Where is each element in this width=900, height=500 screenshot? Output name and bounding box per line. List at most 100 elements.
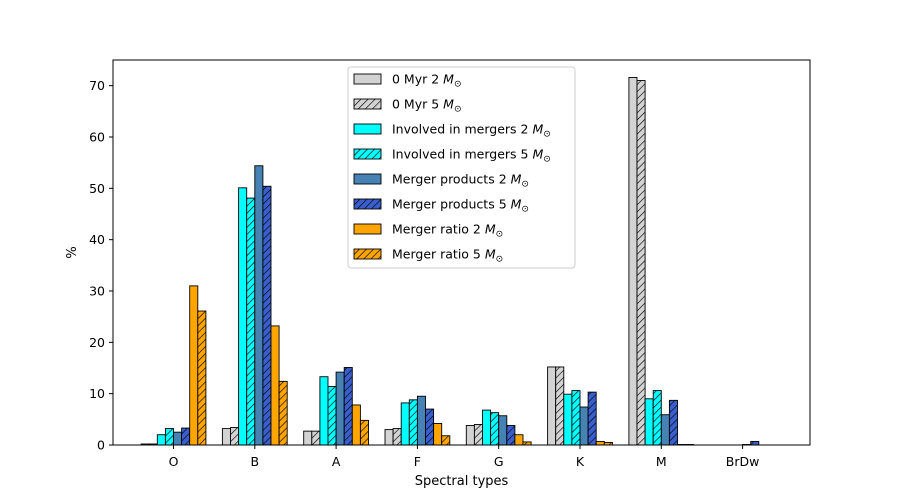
bar [465, 425, 475, 446]
bar [628, 77, 638, 446]
bar-hatch [409, 399, 418, 445]
legend-swatch-hatch [354, 99, 381, 109]
bar [498, 415, 508, 446]
legend-entry: Involved in mergers 2 M⊙ [353, 122, 551, 140]
bar-hatch [750, 441, 759, 445]
bar-hatch [197, 311, 206, 445]
bar-hatch [344, 367, 353, 445]
y-tick-label: 20 [89, 335, 105, 350]
y-axis: 0 10 20 30 40 50 60 70 [89, 78, 113, 453]
bar-hatch [669, 400, 678, 445]
bar [254, 165, 264, 446]
bar [270, 325, 280, 446]
x-axis: O B A F G K M BrDw [169, 445, 760, 469]
bar [433, 422, 443, 446]
legend-swatch [353, 173, 382, 185]
bars-layer [140, 77, 760, 446]
legend-label: Involved in mergers 2 M⊙ [392, 122, 551, 140]
legend-label: Merger products 5 M⊙ [392, 197, 529, 215]
bar [644, 398, 654, 446]
bar-hatch [230, 427, 239, 445]
y-tick-label: 50 [89, 181, 105, 196]
legend-label: Merger products 2 M⊙ [392, 172, 529, 190]
bar [482, 409, 492, 446]
y-tick-label: 70 [89, 78, 105, 93]
legend-label: Involved in mergers 5 M⊙ [392, 147, 551, 165]
series-1 [148, 80, 646, 446]
bar [579, 406, 589, 446]
legend-swatch-hatch [354, 149, 381, 159]
bar [563, 393, 573, 446]
bar [547, 366, 557, 446]
bar [660, 414, 670, 446]
legend-swatch [353, 73, 382, 85]
bar-hatch [637, 80, 646, 446]
bar-hatch [360, 420, 369, 445]
bar-hatch [393, 428, 402, 445]
bar-hatch [653, 390, 662, 445]
x-tick-label: O [169, 454, 179, 469]
legend-entry: Merger ratio 5 M⊙ [353, 247, 503, 265]
legend: 0 Myr 2 M⊙ 0 Myr 5 M⊙ Involved in mergers … [347, 66, 576, 269]
legend-entry: Merger products 2 M⊙ [353, 172, 529, 190]
y-tick-label: 30 [89, 284, 105, 299]
bar [514, 434, 524, 446]
bar-hatch [149, 443, 158, 445]
bar [384, 429, 394, 446]
bar-hatch [474, 424, 483, 445]
legend-entry: Merger ratio 2 M⊙ [353, 222, 503, 240]
x-tick-label: G [494, 454, 504, 469]
bar-hatch [523, 441, 532, 445]
series-7 [197, 310, 695, 446]
bar-hatch [262, 186, 271, 445]
bar-hatch [604, 442, 613, 445]
bar [319, 376, 329, 446]
bar-hatch [490, 412, 499, 445]
bar-hatch [165, 428, 174, 445]
bar [303, 430, 313, 446]
legend-label: Merger ratio 5 M⊙ [392, 247, 503, 265]
x-axis-title: Spectral types [415, 474, 509, 489]
legend-label: 0 Myr 2 M⊙ [392, 72, 462, 90]
x-tick-label: A [332, 454, 341, 469]
bar [335, 371, 345, 446]
y-tick-label: 40 [89, 232, 105, 247]
x-tick-label: BrDw [726, 454, 760, 469]
bar-hatch [441, 435, 450, 445]
bar-hatch [506, 425, 515, 445]
bar [595, 440, 605, 446]
bar-hatch [425, 409, 434, 445]
y-tick-label: 60 [89, 130, 105, 145]
bar-hatch [279, 381, 288, 445]
bar [173, 431, 183, 446]
legend-frame [347, 66, 576, 269]
bar-hatch [328, 386, 337, 445]
bar [400, 402, 410, 446]
legend-label: Merger ratio 2 M⊙ [392, 222, 503, 240]
legend-entry: Involved in mergers 5 M⊙ [353, 147, 551, 165]
bar-hatch [181, 428, 190, 445]
bar [221, 428, 231, 446]
y-tick-label: 0 [97, 438, 105, 453]
bar [351, 404, 361, 446]
legend-swatch [353, 123, 382, 135]
bar-hatch [588, 392, 597, 445]
x-tick-label: F [414, 454, 421, 469]
x-tick-label: K [576, 454, 585, 469]
bar-hatch [571, 390, 580, 445]
plot-frame [112, 59, 811, 446]
legend-swatch-hatch [354, 249, 381, 259]
bar-hatch [555, 366, 564, 445]
bar [238, 187, 248, 446]
legend-swatch [353, 223, 382, 235]
legend-label: 0 Myr 5 M⊙ [392, 97, 462, 115]
bar [416, 395, 426, 446]
bar-hatch [311, 431, 320, 445]
legend-swatch-hatch [354, 199, 381, 209]
bar [189, 285, 199, 446]
legend-entry: 0 Myr 5 M⊙ [353, 97, 462, 115]
bar-hatch [246, 198, 255, 445]
y-tick-label: 10 [89, 386, 105, 401]
bar [156, 434, 166, 446]
